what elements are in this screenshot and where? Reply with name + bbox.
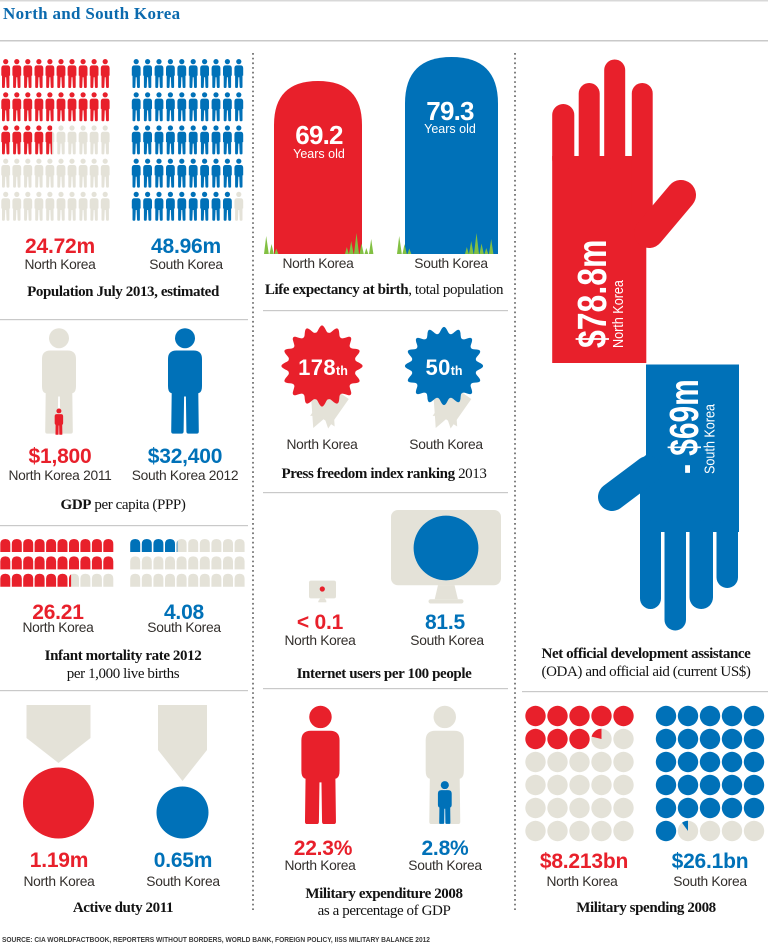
svg-text:South Korea: South Korea: [700, 404, 717, 474]
svg-text:$78.8m: $78.8m: [569, 240, 615, 348]
svg-text:- $69m: - $69m: [661, 379, 707, 474]
svg-text:North Korea: North Korea: [609, 280, 626, 348]
